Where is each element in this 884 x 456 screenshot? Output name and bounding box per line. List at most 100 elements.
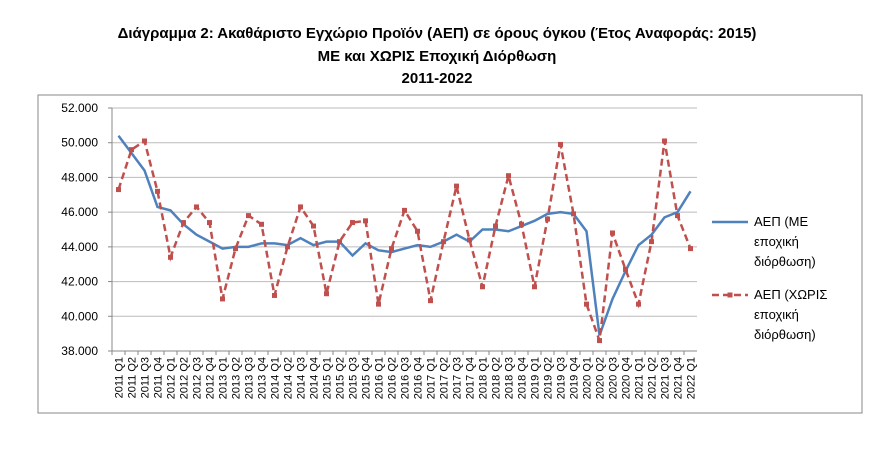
series-line [117, 135, 692, 336]
x-tick-label: 2015 Q1 [322, 357, 334, 399]
x-tick-label: 2017 Q2 [439, 357, 451, 399]
x-tick-label: 2013 Q4 [257, 357, 269, 399]
y-tick-label: 42.000 [61, 275, 98, 289]
x-tick-label: 2021 Q2 [647, 357, 659, 399]
series-marker [155, 188, 160, 194]
series-marker [441, 239, 446, 245]
y-tick-label: 46.000 [61, 205, 98, 219]
series-marker [506, 173, 511, 179]
series-marker [454, 183, 459, 189]
series-marker [246, 213, 251, 219]
x-tick-label: 2018 Q4 [517, 357, 529, 399]
series-marker [220, 296, 225, 302]
x-tick-label: 2016 Q3 [400, 357, 412, 399]
series-marker [285, 244, 290, 250]
x-tick-label: 2018 Q1 [478, 357, 490, 399]
x-tick-label: 2014 Q1 [270, 357, 282, 399]
x-tick-label: 2013 Q3 [244, 357, 256, 399]
x-tick-label: 2021 Q4 [673, 357, 685, 399]
x-tick-label: 2013 Q1 [218, 357, 230, 399]
series-marker [558, 141, 563, 147]
series-marker [493, 223, 498, 229]
series-marker [480, 284, 485, 290]
chart-frame [37, 94, 863, 414]
x-tick-label: 2011 Q1 [114, 357, 126, 398]
series-line [117, 138, 692, 342]
x-tick-label: 2016 Q4 [413, 357, 425, 399]
series-marker [207, 220, 212, 226]
series-marker [662, 138, 667, 144]
series-marker [324, 291, 329, 297]
series-marker [129, 147, 134, 153]
x-tick-label: 2017 Q1 [426, 357, 438, 399]
series-marker [311, 223, 316, 229]
y-tick-label: 44.000 [61, 240, 98, 254]
x-tick-label: 2014 Q3 [296, 357, 308, 399]
series-marker [168, 254, 173, 260]
series-marker [272, 292, 277, 298]
x-tick-label: 2022 Q1 [686, 357, 698, 399]
chart-subtitle: ΜΕ και ΧΩΡΙΣ Εποχική Διόρθωση [318, 48, 557, 65]
series-marker [389, 246, 394, 252]
series-marker [675, 213, 680, 219]
x-tick-label: 2012 Q3 [192, 357, 204, 399]
x-tick-label: 2012 Q2 [179, 357, 191, 399]
x-tick-label: 2020 Q3 [608, 357, 620, 399]
x-tick-label: 2020 Q2 [595, 357, 607, 399]
series-marker [610, 230, 615, 236]
x-tick-label: 2012 Q1 [166, 357, 178, 399]
x-tick-label: 2019 Q2 [543, 357, 555, 399]
series-marker [181, 220, 186, 226]
x-tick-label: 2018 Q2 [491, 357, 503, 399]
x-tick-label: 2015 Q4 [361, 357, 373, 399]
series-marker [233, 246, 238, 252]
series-marker [402, 207, 407, 213]
x-tick-label: 2016 Q1 [374, 357, 386, 399]
x-tick-label: 2014 Q2 [283, 357, 295, 399]
y-tick-label: 48.000 [61, 170, 98, 184]
x-tick-label: 2018 Q3 [504, 357, 516, 399]
series-marker [584, 301, 589, 307]
x-tick-label: 2015 Q2 [335, 357, 347, 399]
series-marker [519, 221, 524, 227]
x-tick-label: 2013 Q2 [231, 357, 243, 399]
x-tick-label: 2020 Q4 [621, 357, 633, 399]
legend-label: ΑΕΠ (ΜΕ εποχική διόρθωση) [754, 214, 816, 269]
series-marker [142, 138, 147, 144]
series-marker [350, 220, 355, 226]
series-marker [259, 221, 264, 227]
series-marker [571, 211, 576, 217]
series-marker [428, 298, 433, 304]
series-marker [688, 246, 693, 252]
series-marker [363, 218, 368, 224]
x-tick-label: 2019 Q4 [569, 357, 581, 399]
x-tick-label: 2019 Q1 [530, 357, 542, 399]
legend-label: ΑΕΠ (ΧΩΡΙΣ εποχική διόρθωση) [754, 287, 828, 342]
y-tick-label: 38.000 [61, 344, 98, 358]
legend-marker [727, 292, 733, 298]
series-marker [597, 338, 602, 344]
series-marker [545, 216, 550, 222]
series-marker [532, 284, 537, 290]
series-marker [337, 239, 342, 245]
x-tick-label: 2021 Q3 [660, 357, 672, 399]
x-tick-label: 2017 Q3 [452, 357, 464, 399]
series-marker [298, 204, 303, 210]
x-tick-label: 2019 Q3 [556, 357, 568, 399]
series-marker [194, 204, 199, 210]
x-tick-label: 2011 Q2 [127, 357, 139, 398]
x-tick-label: 2015 Q3 [348, 357, 360, 399]
x-tick-label: 2014 Q4 [309, 357, 321, 399]
series-marker [636, 301, 641, 307]
x-tick-label: 2021 Q1 [634, 357, 646, 399]
y-tick-label: 50.000 [61, 136, 98, 150]
chart-period: 2011-2022 [402, 70, 473, 87]
x-tick-label: 2012 Q4 [205, 357, 217, 399]
series-marker [415, 228, 420, 234]
x-tick-label: 2017 Q4 [465, 357, 477, 399]
x-tick-label: 2020 Q1 [582, 357, 594, 399]
series-marker [623, 266, 628, 272]
series-marker [376, 301, 381, 307]
series-marker [649, 239, 654, 245]
